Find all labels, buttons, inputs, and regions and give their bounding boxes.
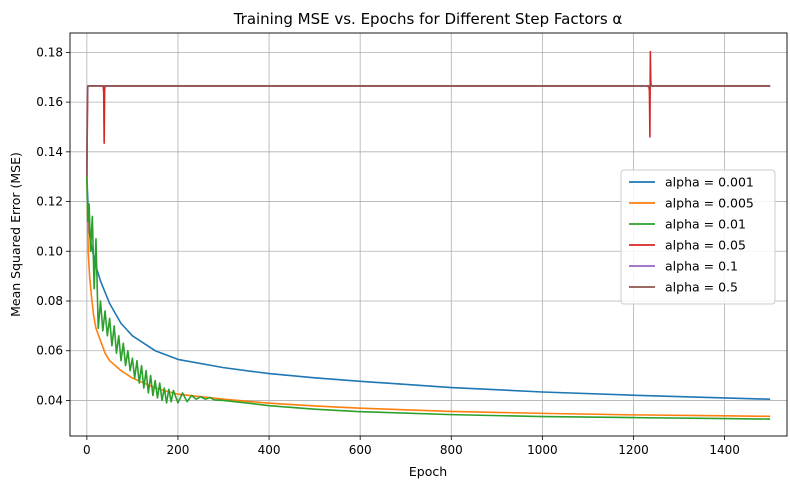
- chart-title: Training MSE vs. Epochs for Different St…: [233, 10, 623, 28]
- x-tick-label: 1200: [618, 443, 649, 457]
- legend-label-4: alpha = 0.1: [665, 259, 738, 274]
- y-tick-label: 0.10: [36, 244, 63, 258]
- x-tick-label: 200: [167, 443, 190, 457]
- y-tick-label: 0.08: [36, 294, 63, 308]
- x-axis-label: Epoch: [409, 464, 447, 479]
- legend-label-2: alpha = 0.01: [665, 217, 746, 232]
- y-tick-label: 0.16: [36, 95, 63, 109]
- x-tick-label: 400: [258, 443, 281, 457]
- legend: alpha = 0.001 alpha = 0.005 alpha = 0.01 al…: [620, 169, 776, 305]
- x-tick-label: 1000: [527, 443, 558, 457]
- legend-label-0: alpha = 0.001: [665, 175, 754, 190]
- y-tick-label: 0.18: [36, 45, 63, 59]
- y-tick-label: 0.04: [36, 393, 63, 407]
- legend-box: [620, 169, 776, 305]
- legend-label-3: alpha = 0.05: [665, 238, 746, 253]
- legend-label-1: alpha = 0.005: [665, 196, 754, 211]
- x-tick-label: 0: [83, 443, 91, 457]
- x-tick-label: 600: [349, 443, 372, 457]
- y-tick-label: 0.14: [36, 145, 63, 159]
- y-tick-label: 0.12: [36, 195, 63, 209]
- x-tick-label: 800: [440, 443, 463, 457]
- legend-label-5: alpha = 0.5: [665, 280, 738, 295]
- y-tick-label: 0.06: [36, 344, 63, 358]
- series-lines: [86, 50, 771, 420]
- y-axis-label: Mean Squared Error (MSE): [8, 152, 23, 317]
- series-line-2: [86, 176, 771, 420]
- series-line-5: [86, 85, 771, 177]
- plot-frame: [69, 32, 788, 437]
- axis-ticks: 0 200 400 600 800 1000 1200 1400 0.04 0.06 0.08 0.1…: [36, 45, 740, 457]
- x-tick-label: 1400: [709, 443, 740, 457]
